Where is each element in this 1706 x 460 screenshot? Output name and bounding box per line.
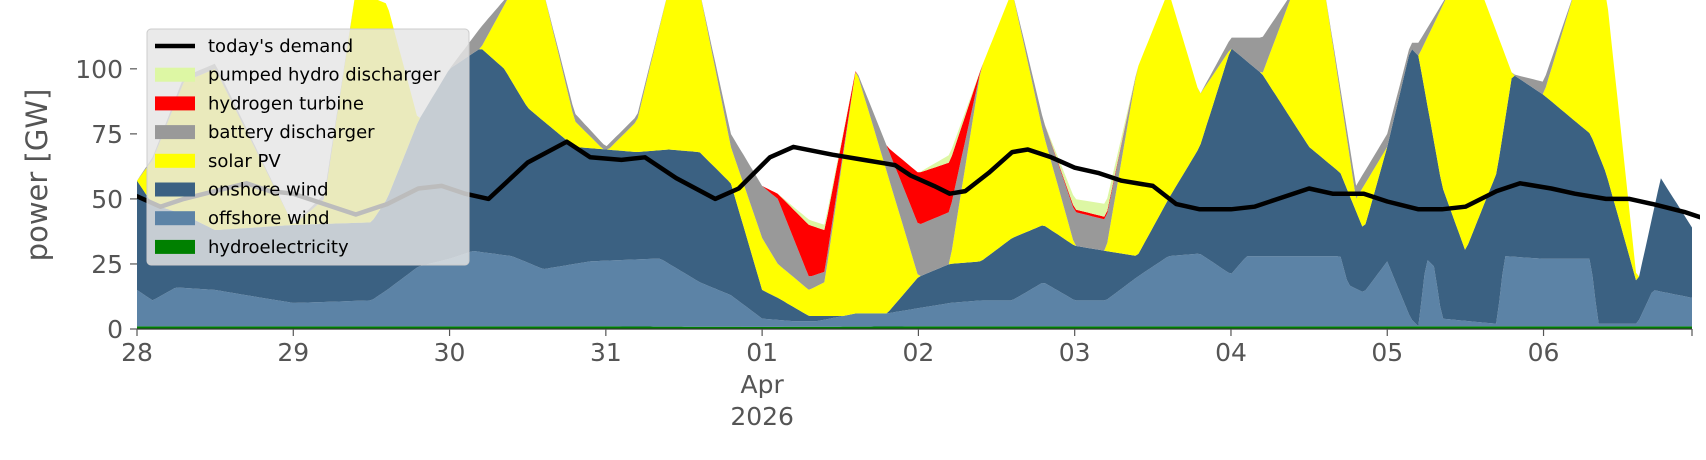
x-tick-label: 05	[1371, 338, 1403, 367]
hydro-area	[137, 326, 1692, 329]
y-tick-label: 50	[91, 185, 123, 214]
stacked-areas	[137, 0, 1692, 329]
axes: 0 25 50 75 100 28 29 30 31 01 Apr 2026 02 03 04 05 06	[75, 55, 1693, 431]
x-tick-label: 04	[1215, 338, 1247, 367]
y-tick-label: 25	[91, 250, 123, 279]
legend-swatch	[155, 67, 195, 82]
legend-label: offshore wind	[208, 208, 330, 229]
legend-swatch	[155, 96, 195, 111]
y-tick-label: 0	[107, 315, 123, 344]
legend-label: hydroelectricity	[208, 237, 349, 258]
offshore-area	[137, 251, 1692, 327]
legend-label: hydrogen turbine	[208, 93, 364, 114]
legend-entry-demand: today's demand	[155, 36, 353, 57]
legend-entry-solar: solar PV	[155, 151, 281, 172]
legend-label: onshore wind	[208, 180, 329, 201]
x-tick-label: 28	[121, 338, 153, 367]
solar-area	[137, 0, 1692, 316]
legend-swatch	[155, 125, 195, 140]
x-tick-label: 06	[1528, 338, 1560, 367]
legend-box	[146, 28, 470, 266]
y-tick-label: 100	[75, 55, 123, 84]
x-tick-month: Apr	[741, 370, 785, 399]
onshore-area	[137, 48, 1692, 327]
legend-swatch	[155, 182, 195, 197]
x-tick-label: 30	[434, 338, 466, 367]
legend-swatch	[155, 211, 195, 226]
x-tick-label: 02	[903, 338, 935, 367]
legend-entry-offshore: offshore wind	[155, 208, 330, 229]
legend-entry-hydrogen: hydrogen turbine	[155, 93, 364, 114]
x-tick-label: 01	[746, 338, 778, 367]
x-tick-label: 31	[590, 338, 622, 367]
y-tick-label: 75	[91, 120, 123, 149]
legend: today's demand pumped hydro discharger hyd…	[146, 28, 470, 266]
legend-entry-onshore: onshore wind	[155, 180, 329, 201]
battery-area	[137, 0, 1692, 290]
legend-label: battery discharger	[208, 122, 375, 143]
legend-label: solar PV	[208, 151, 281, 172]
y-axis-label: power [GW]	[20, 89, 54, 262]
legend-entry-hydro: hydroelectricity	[155, 237, 349, 258]
legend-entry-pumped: pumped hydro discharger	[155, 65, 441, 86]
legend-label: today's demand	[208, 36, 353, 57]
legend-label: pumped hydro discharger	[208, 65, 441, 86]
x-tick-year: 2026	[730, 402, 794, 431]
x-tick-label: 29	[277, 338, 309, 367]
x-tick-label: 03	[1059, 338, 1091, 367]
legend-swatch	[155, 153, 195, 168]
legend-swatch	[155, 239, 195, 254]
legend-entry-battery: battery discharger	[155, 122, 375, 143]
